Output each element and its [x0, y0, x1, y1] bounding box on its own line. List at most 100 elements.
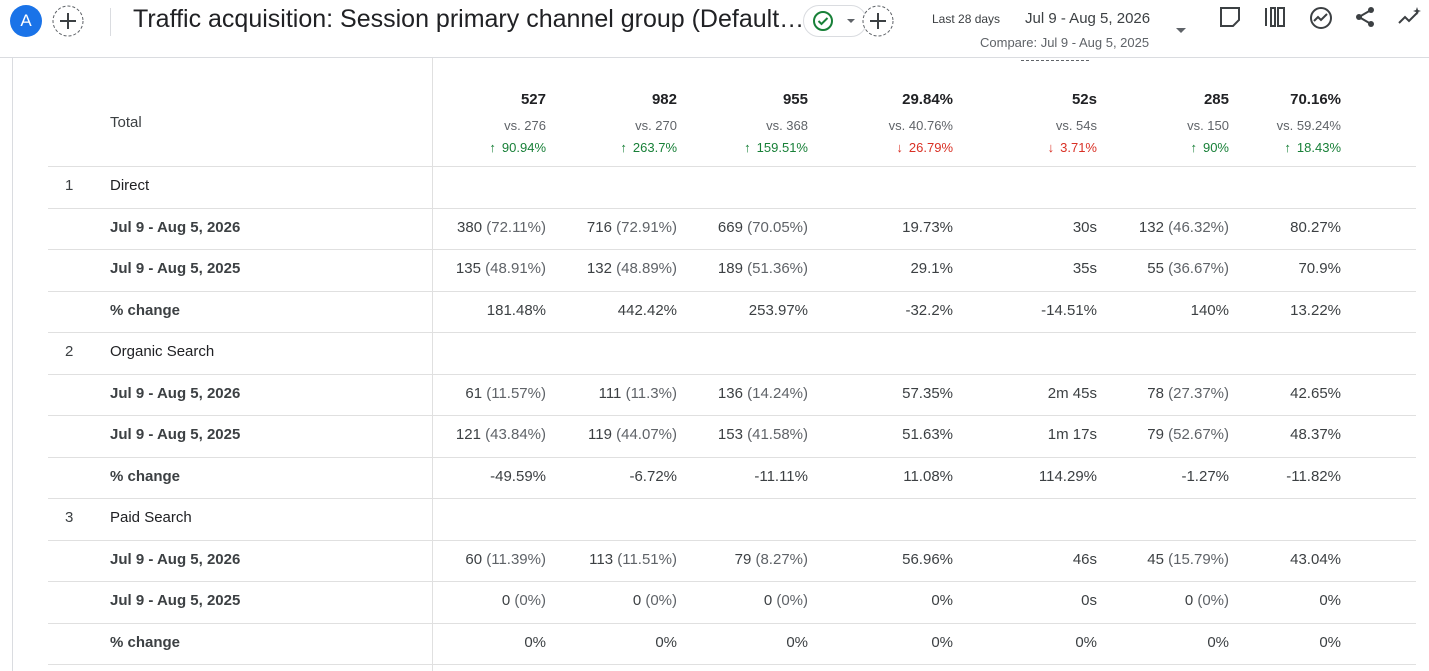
row-index: 3	[65, 509, 74, 526]
sidebar-edge	[12, 57, 13, 671]
cell-value: 42.65%	[1290, 384, 1341, 402]
table-cell: 121 (43.84%)	[456, 426, 546, 443]
row-label: % change	[110, 301, 181, 319]
row-label: Jul 9 - Aug 5, 2025	[110, 426, 241, 443]
date-range[interactable]: Jul 9 - Aug 5, 2026	[1025, 10, 1151, 27]
cell-value: -14.51%	[1041, 301, 1097, 319]
cell-value: 114.29%	[1038, 467, 1097, 485]
change-value: 159.51%	[756, 140, 808, 155]
insights-icon[interactable]	[1308, 5, 1334, 31]
total-value: 955	[782, 91, 808, 108]
avatar[interactable]: A	[10, 5, 42, 37]
cell-value: 121	[455, 426, 481, 443]
table-cell: 135 (48.91%)	[456, 260, 546, 277]
add-comparison-button[interactable]	[51, 4, 85, 38]
cell-value: 189	[717, 260, 743, 277]
cell-share: (0%)	[514, 592, 546, 609]
row-line	[48, 166, 1416, 167]
cell-share: (70.05%)	[747, 218, 808, 236]
customize-icon[interactable]	[1218, 5, 1242, 29]
cell-value: 181.48%	[486, 301, 546, 319]
cell-value: 442.42%	[617, 301, 677, 319]
table-cell: 136 (14.24%)	[718, 385, 808, 402]
table-cell: 442.42%	[618, 302, 677, 319]
cell-share: (0%)	[776, 592, 808, 609]
cell-value: 51.63%	[902, 426, 953, 443]
cell-value: 30s	[1072, 218, 1097, 236]
table-cell: -1.27%	[1181, 468, 1229, 485]
trend-arrow: ↑	[1190, 140, 1197, 155]
add-button[interactable]	[861, 4, 895, 38]
cell-share: (43.84%)	[485, 426, 546, 443]
total-compare: vs. 59.24%	[1276, 118, 1341, 133]
compare-icon[interactable]	[1263, 5, 1287, 29]
cell-share: (72.11%)	[486, 218, 546, 236]
divider	[110, 8, 111, 36]
cell-value: -32.2%	[905, 301, 953, 319]
cell-value: 0%	[931, 592, 953, 609]
cell-value: -11.82%	[1286, 467, 1341, 485]
table-cell: 153 (41.58%)	[718, 426, 808, 443]
cell-share: (11.3%)	[625, 384, 677, 402]
trend-arrow: ↑	[744, 140, 751, 155]
table-cell: 19.73%	[902, 219, 953, 236]
table-row	[48, 498, 1416, 540]
channel-name: Direct	[110, 177, 150, 194]
cell-share: (51.36%)	[747, 260, 808, 277]
total-change: ↓ 26.79%	[896, 140, 953, 155]
table-cell: 80.27%	[1290, 219, 1341, 236]
cell-share: (11.57%)	[486, 384, 546, 402]
cell-share: (15.79%)	[1168, 550, 1229, 568]
cell-share: (48.89%)	[616, 260, 677, 277]
cell-share: (14.24%)	[747, 384, 808, 402]
total-value: 527	[520, 91, 546, 108]
cell-value: 669	[717, 218, 743, 236]
compare-range: Compare: Jul 9 - Aug 5, 2025	[980, 35, 1150, 50]
cell-value: 140%	[1190, 301, 1229, 319]
total-value: 70.16%	[1290, 91, 1341, 108]
cell-value: 79	[1147, 426, 1164, 443]
cell-value: 119	[588, 426, 612, 443]
table-cell: 0%	[931, 592, 953, 609]
status-dropdown[interactable]	[803, 5, 867, 37]
cell-value: -49.59%	[490, 467, 546, 485]
cell-value: 60	[465, 550, 483, 568]
table-cell: 181.48%	[487, 302, 546, 319]
cell-value: 0%	[1319, 592, 1341, 609]
cell-value: 43.04%	[1290, 550, 1341, 568]
cell-value: 113	[589, 550, 614, 568]
table-cell: 57.35%	[902, 385, 953, 402]
trend-icon[interactable]	[1397, 5, 1423, 29]
cell-value: 0%	[786, 633, 808, 651]
table-cell: 0%	[1319, 634, 1341, 651]
row-line	[48, 498, 1416, 499]
cell-value: 70.9%	[1298, 260, 1341, 277]
row-line	[48, 373, 1416, 375]
total-value: 285	[1203, 91, 1229, 108]
cell-share: (11.51%)	[617, 550, 677, 568]
trend-arrow: ↓	[1047, 140, 1055, 155]
cell-value: 79	[734, 550, 752, 568]
table-cell: 11.08%	[903, 468, 953, 485]
table-cell: 111 (11.3%)	[599, 385, 677, 402]
share-icon[interactable]	[1353, 5, 1377, 29]
table-cell: 669 (70.05%)	[718, 219, 808, 236]
date-dropdown[interactable]	[1174, 24, 1188, 38]
table-cell: 0 (0%)	[764, 592, 808, 609]
table-cell: 0%	[1207, 634, 1229, 651]
cell-value: 78	[1147, 384, 1164, 402]
table-cell: 56.96%	[902, 551, 953, 568]
cell-value: 0%	[655, 633, 677, 651]
cell-value: 132	[1138, 218, 1164, 236]
table-cell: 0 (0%)	[633, 592, 677, 609]
table-cell: 0%	[655, 634, 677, 651]
cell-share: (46.32%)	[1168, 218, 1229, 236]
table-cell: 78 (27.37%)	[1147, 385, 1229, 402]
cell-value: 0%	[931, 633, 953, 651]
change-value: 18.43%	[1296, 140, 1341, 155]
table-cell: 114.29%	[1039, 468, 1097, 485]
cell-value: 132	[586, 260, 612, 277]
cell-value: 13.22%	[1290, 301, 1341, 319]
total-change: ↑ 263.7%	[620, 140, 677, 155]
